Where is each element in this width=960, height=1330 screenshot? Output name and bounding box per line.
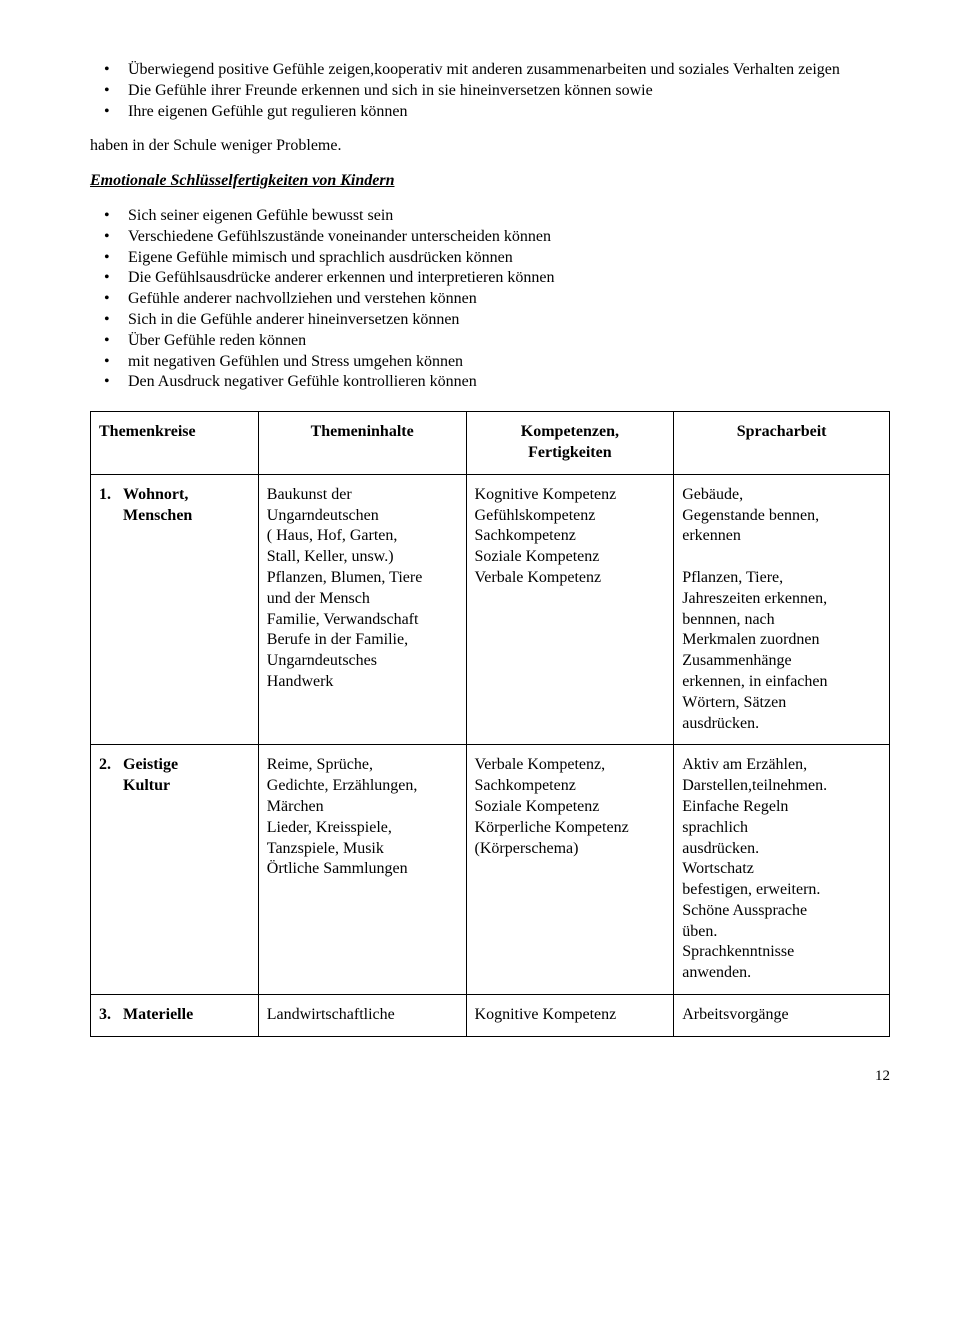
cell-kompetenzen: Kognitive Kompetenz bbox=[466, 995, 674, 1037]
cell-themeninhalte: Landwirtschaftliche bbox=[258, 995, 466, 1037]
row-number: 3. bbox=[99, 1005, 123, 1026]
cell-themenkreis: 2. Geistige Kultur bbox=[91, 745, 259, 995]
list-item: Den Ausdruck negativer Gefühle kontrolli… bbox=[90, 372, 890, 393]
row-number: 1. bbox=[99, 485, 123, 527]
cell-themenkreis: 3. Materielle bbox=[91, 995, 259, 1037]
list-item: Die Gefühle ihrer Freunde erkennen und s… bbox=[90, 81, 890, 102]
table-header-row: Themenkreise Themeninhalte Kompetenzen, … bbox=[91, 412, 890, 475]
header-themenkreise: Themenkreise bbox=[91, 412, 259, 475]
list-item: Die Gefühlsausdrücke anderer erkennen un… bbox=[90, 268, 890, 289]
header-spracharbeit: Spracharbeit bbox=[674, 412, 890, 475]
skills-bullet-list: Sich seiner eigenen Gefühle bewusst sein… bbox=[90, 206, 890, 393]
list-item: Gefühle anderer nachvollziehen und verst… bbox=[90, 289, 890, 310]
table-row: 2. Geistige Kultur Reime, Sprüche, Gedic… bbox=[91, 745, 890, 995]
cell-themenkreis: 1. Wohnort, Menschen bbox=[91, 474, 259, 745]
list-item: Sich in die Gefühle anderer hineinverset… bbox=[90, 310, 890, 331]
row-name: Materielle bbox=[123, 1005, 193, 1026]
section-heading: Emotionale Schlüsselfertigkeiten von Kin… bbox=[90, 171, 890, 192]
row-name: Wohnort, Menschen bbox=[123, 485, 192, 527]
page-number: 12 bbox=[90, 1067, 890, 1087]
row-name: Geistige Kultur bbox=[123, 755, 178, 797]
list-item: mit negativen Gefühlen und Stress umgehe… bbox=[90, 352, 890, 373]
table-row: 3. Materielle Landwirtschaftliche Kognit… bbox=[91, 995, 890, 1037]
list-item: Über Gefühle reden können bbox=[90, 331, 890, 352]
list-item: Eigene Gefühle mimisch und sprachlich au… bbox=[90, 248, 890, 269]
intro-bullet-list: Überwiegend positive Gefühle zeigen,koop… bbox=[90, 60, 890, 122]
row-number: 2. bbox=[99, 755, 123, 797]
cell-themeninhalte: Reime, Sprüche, Gedichte, Erzählungen, M… bbox=[258, 745, 466, 995]
intro-paragraph: haben in der Schule weniger Probleme. bbox=[90, 136, 890, 157]
cell-spracharbeit: Arbeitsvorgänge bbox=[674, 995, 890, 1037]
list-item: Ihre eigenen Gefühle gut regulieren könn… bbox=[90, 102, 890, 123]
list-item: Überwiegend positive Gefühle zeigen,koop… bbox=[90, 60, 890, 81]
cell-kompetenzen: Kognitive Kompetenz Gefühlskompetenz Sac… bbox=[466, 474, 674, 745]
table-row: 1. Wohnort, Menschen Baukunst der Ungarn… bbox=[91, 474, 890, 745]
list-item: Verschiedene Gefühlszustände voneinander… bbox=[90, 227, 890, 248]
curriculum-table: Themenkreise Themeninhalte Kompetenzen, … bbox=[90, 411, 890, 1037]
cell-spracharbeit: Aktiv am Erzählen, Darstellen,teilnehmen… bbox=[674, 745, 890, 995]
header-kompetenzen: Kompetenzen, Fertigkeiten bbox=[466, 412, 674, 475]
header-themeninhalte: Themeninhalte bbox=[258, 412, 466, 475]
cell-kompetenzen: Verbale Kompetenz, Sachkompetenz Soziale… bbox=[466, 745, 674, 995]
cell-spracharbeit: Gebäude, Gegenstande bennen, erkennen Pf… bbox=[674, 474, 890, 745]
cell-themeninhalte: Baukunst der Ungarndeutschen ( Haus, Hof… bbox=[258, 474, 466, 745]
list-item: Sich seiner eigenen Gefühle bewusst sein bbox=[90, 206, 890, 227]
